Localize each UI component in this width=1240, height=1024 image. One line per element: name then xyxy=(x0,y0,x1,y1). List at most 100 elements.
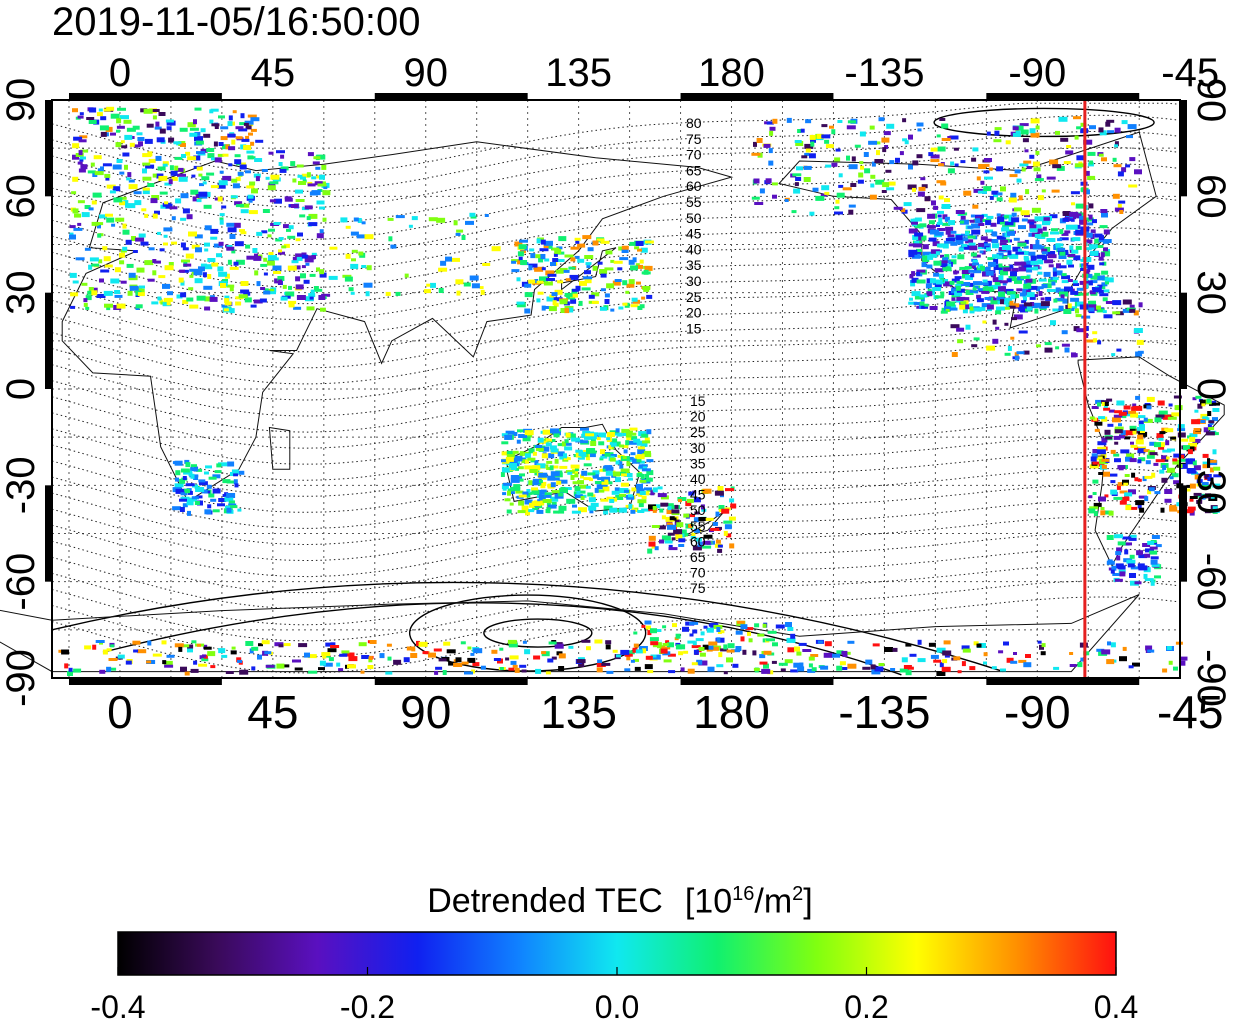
tec-pixel xyxy=(219,184,225,188)
tec-pixel xyxy=(122,152,130,157)
tec-pixel xyxy=(645,473,649,478)
tec-pixel xyxy=(954,291,963,297)
tec-pixel xyxy=(234,154,241,158)
tec-pixel xyxy=(180,492,188,496)
mag-contour-line xyxy=(51,102,1181,176)
tec-pixel xyxy=(1143,418,1153,423)
tec-pixel xyxy=(129,285,139,291)
tec-pixel xyxy=(1206,398,1211,403)
tec-pixel xyxy=(908,301,918,305)
tec-pixel xyxy=(140,241,149,246)
mag-contour-line xyxy=(51,564,1181,642)
tec-pixel xyxy=(314,181,323,186)
tec-pixel xyxy=(702,540,711,545)
tec-pixel xyxy=(985,270,994,276)
tec-pixel xyxy=(585,431,595,435)
tec-pixel xyxy=(570,246,580,250)
y-tick-label-right: -60 xyxy=(1189,553,1233,611)
tec-pixel xyxy=(545,671,551,675)
tec-pixel xyxy=(580,427,589,431)
tec-pixel xyxy=(693,517,699,523)
tec-pixel xyxy=(1010,660,1018,664)
tec-pixel xyxy=(164,182,172,186)
tec-pixel xyxy=(240,289,250,294)
tec-pixel xyxy=(1100,507,1105,510)
tec-pixel xyxy=(1187,435,1191,439)
tec-pixel xyxy=(300,273,306,279)
tec-pixel xyxy=(262,209,270,213)
tec-pixel xyxy=(635,241,644,246)
tec-pixel xyxy=(914,217,922,222)
tec-pixel xyxy=(183,470,193,475)
axis-band-top xyxy=(986,93,1140,100)
tec-pixel xyxy=(274,278,280,284)
tec-pixel xyxy=(243,122,249,126)
tec-pixel xyxy=(1133,310,1139,316)
tec-pixel xyxy=(1106,535,1114,540)
colorbar-unit-base: [10 xyxy=(684,882,733,921)
tec-pixel xyxy=(132,125,140,130)
tec-pixel xyxy=(1051,228,1058,232)
tec-pixel xyxy=(1041,643,1046,648)
tec-pixel xyxy=(1130,444,1138,448)
tec-pixel xyxy=(634,666,641,671)
tec-pixel xyxy=(175,198,182,204)
tec-pixel xyxy=(597,477,603,481)
tec-pixel xyxy=(1201,482,1209,486)
tec-pixel xyxy=(246,150,255,154)
tec-pixel xyxy=(596,667,603,673)
tec-pixel xyxy=(564,439,569,444)
tec-pixel xyxy=(304,258,314,263)
mag-contour-line xyxy=(51,484,1181,562)
tec-pixel xyxy=(996,235,1006,240)
tec-pixel xyxy=(615,460,620,465)
tec-pixel xyxy=(960,301,967,305)
tec-pixel xyxy=(837,120,843,123)
tec-pixel xyxy=(838,184,844,188)
tec-pixel xyxy=(506,450,513,455)
tec-pixel xyxy=(110,644,115,648)
tec-pixel xyxy=(1026,260,1032,265)
tec-pixel xyxy=(96,222,104,226)
tec-pixel xyxy=(606,283,615,289)
tec-pixel xyxy=(142,187,150,191)
tec-pixel xyxy=(697,541,703,547)
tec-pixel xyxy=(947,234,955,238)
tec-pixel xyxy=(961,243,968,247)
tec-pixel xyxy=(91,290,98,296)
tec-pixel xyxy=(916,279,926,284)
tec-pixel xyxy=(319,272,327,278)
tec-pixel xyxy=(1085,170,1090,176)
tec-pixel xyxy=(842,654,848,657)
tec-pixel xyxy=(1124,474,1130,477)
tec-pixel xyxy=(1194,409,1199,413)
tec-pixel xyxy=(187,510,191,516)
tec-pixel xyxy=(190,668,199,673)
tec-pixel xyxy=(105,126,113,132)
tec-pixel xyxy=(539,248,549,252)
tec-pixel xyxy=(461,661,469,665)
tec-pixel xyxy=(1089,160,1094,165)
tec-pixel xyxy=(1173,395,1182,399)
tec-pixel xyxy=(187,156,197,161)
tec-pixel xyxy=(287,265,297,271)
tec-pixel xyxy=(243,291,251,296)
tec-pixel xyxy=(601,476,611,482)
tec-pixel xyxy=(1043,271,1051,277)
tec-pixel xyxy=(876,150,880,156)
tec-pixel xyxy=(1119,490,1128,494)
tec-pixel xyxy=(1114,410,1123,414)
tec-pixel xyxy=(464,671,473,675)
tec-pixel xyxy=(727,643,735,649)
tec-pixel xyxy=(227,227,237,233)
tec-pixel xyxy=(932,241,940,247)
tec-pixel xyxy=(189,127,199,131)
tec-pixel xyxy=(992,254,999,259)
tec-pixel xyxy=(1073,116,1081,120)
tec-pixel xyxy=(1117,482,1124,487)
tec-pixel xyxy=(297,174,303,178)
tec-pixel xyxy=(1134,581,1142,585)
tec-pixel xyxy=(884,145,889,149)
tec-pixel xyxy=(1030,132,1040,138)
tec-pixel xyxy=(351,249,358,253)
